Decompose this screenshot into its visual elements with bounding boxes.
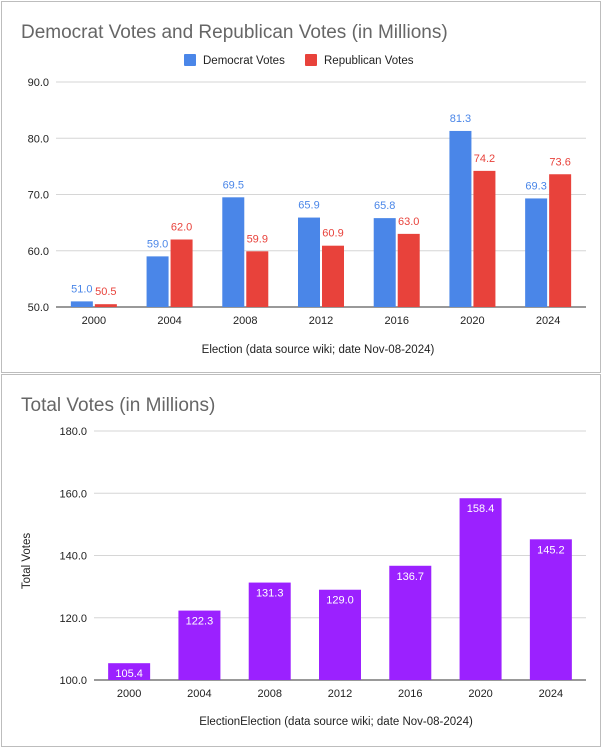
data-label: 62.0 [171,222,192,234]
data-label: 69.5 [223,179,244,191]
bar[interactable] [108,663,151,680]
legend-swatch-republican [305,54,317,66]
data-label: 73.6 [549,156,570,168]
x-tick-label: 2020 [468,688,492,700]
data-label: 122.3 [186,616,214,628]
bar[interactable] [549,174,572,307]
x-tick-label: 2008 [257,688,281,700]
chart-legend[interactable]: Democrat Votes Republican Votes [184,54,414,67]
x-tick-label: 2016 [398,688,422,700]
bar[interactable] [525,198,548,307]
y-tick-label: 80.0 [28,133,49,145]
bar[interactable] [222,197,245,307]
y-tick-label: 60.0 [28,246,49,258]
chart-title: Democrat Votes and Republican Votes (in … [21,22,448,43]
legend-swatch-democrat [184,54,196,66]
bar[interactable] [397,233,420,307]
x-tick-label: 2000 [117,688,141,700]
bar[interactable] [389,565,432,680]
bar[interactable] [178,610,221,680]
data-label: 59.9 [247,233,268,245]
bar[interactable] [298,217,320,307]
bar[interactable] [529,539,572,680]
x-tick-label: 2024 [539,688,563,700]
y-tick-label: 180.0 [59,426,87,438]
bar[interactable] [170,239,193,308]
x-tick-label: 2008 [233,315,257,327]
bar[interactable] [246,251,269,307]
y-axis-title: Total Votes [21,533,33,590]
y-tick-label: 140.0 [59,551,87,563]
chart-title: Total Votes (in Millions) [21,395,215,416]
data-label: 50.5 [95,286,116,298]
data-label: 105.4 [115,668,143,680]
legend-label-democrat: Democrat Votes [203,55,285,67]
data-label: 59.0 [147,238,168,250]
data-label: 63.0 [398,216,419,228]
x-tick-label: 2012 [328,688,352,700]
total-votes-chart-panel: Total Votes (in Millions) 100.0 120.0 140.… [1,374,601,747]
data-label: 65.8 [374,200,395,212]
data-label: 51.0 [71,283,92,295]
y-tick-label: 160.0 [59,488,87,500]
data-label: 136.7 [397,571,425,583]
bar[interactable] [322,245,344,307]
x-axis-title: Election (data source wiki; date Nov-08-… [202,344,435,356]
x-tick-label: 2004 [187,688,211,700]
bar[interactable] [473,170,496,307]
data-label: 158.4 [467,503,495,515]
x-tick-label: 2020 [460,315,484,327]
democrat-republican-chart-panel: Democrat Votes and Republican Votes (in … [1,1,601,373]
x-tick-label: 2016 [384,315,408,327]
bar[interactable] [248,582,291,680]
data-label: 129.0 [326,595,354,607]
bar[interactable] [449,130,472,307]
bar[interactable] [94,304,117,307]
data-label: 145.2 [537,544,565,556]
bar[interactable] [459,498,502,680]
x-tick-label: 2012 [309,315,333,327]
bar[interactable] [319,589,361,680]
x-axis-title: ElectionElection (data source wiki; date… [199,716,473,728]
data-label: 60.9 [322,228,343,240]
legend-label-republican: Republican Votes [324,55,414,67]
x-tick-label: 2000 [82,315,106,327]
democrat-republican-chart: Democrat Votes and Republican Votes (in … [21,22,586,356]
bar[interactable] [146,256,169,307]
y-tick-label: 50.0 [28,302,49,314]
x-tick-label: 2024 [536,315,560,327]
y-tick-label: 100.0 [59,675,87,687]
x-tick-label: 2004 [157,315,181,327]
data-label: 65.9 [298,200,319,212]
total-votes-chart: Total Votes (in Millions) 100.0 120.0 140.… [21,395,586,728]
y-tick-label: 120.0 [59,613,87,625]
data-label: 131.3 [256,588,284,600]
bar[interactable] [70,301,93,307]
data-label: 69.3 [525,180,546,192]
bar[interactable] [373,218,396,307]
y-tick-label: 70.0 [28,190,49,202]
data-label: 81.3 [450,113,471,125]
y-tick-label: 90.0 [28,77,49,89]
data-label: 74.2 [474,153,495,165]
